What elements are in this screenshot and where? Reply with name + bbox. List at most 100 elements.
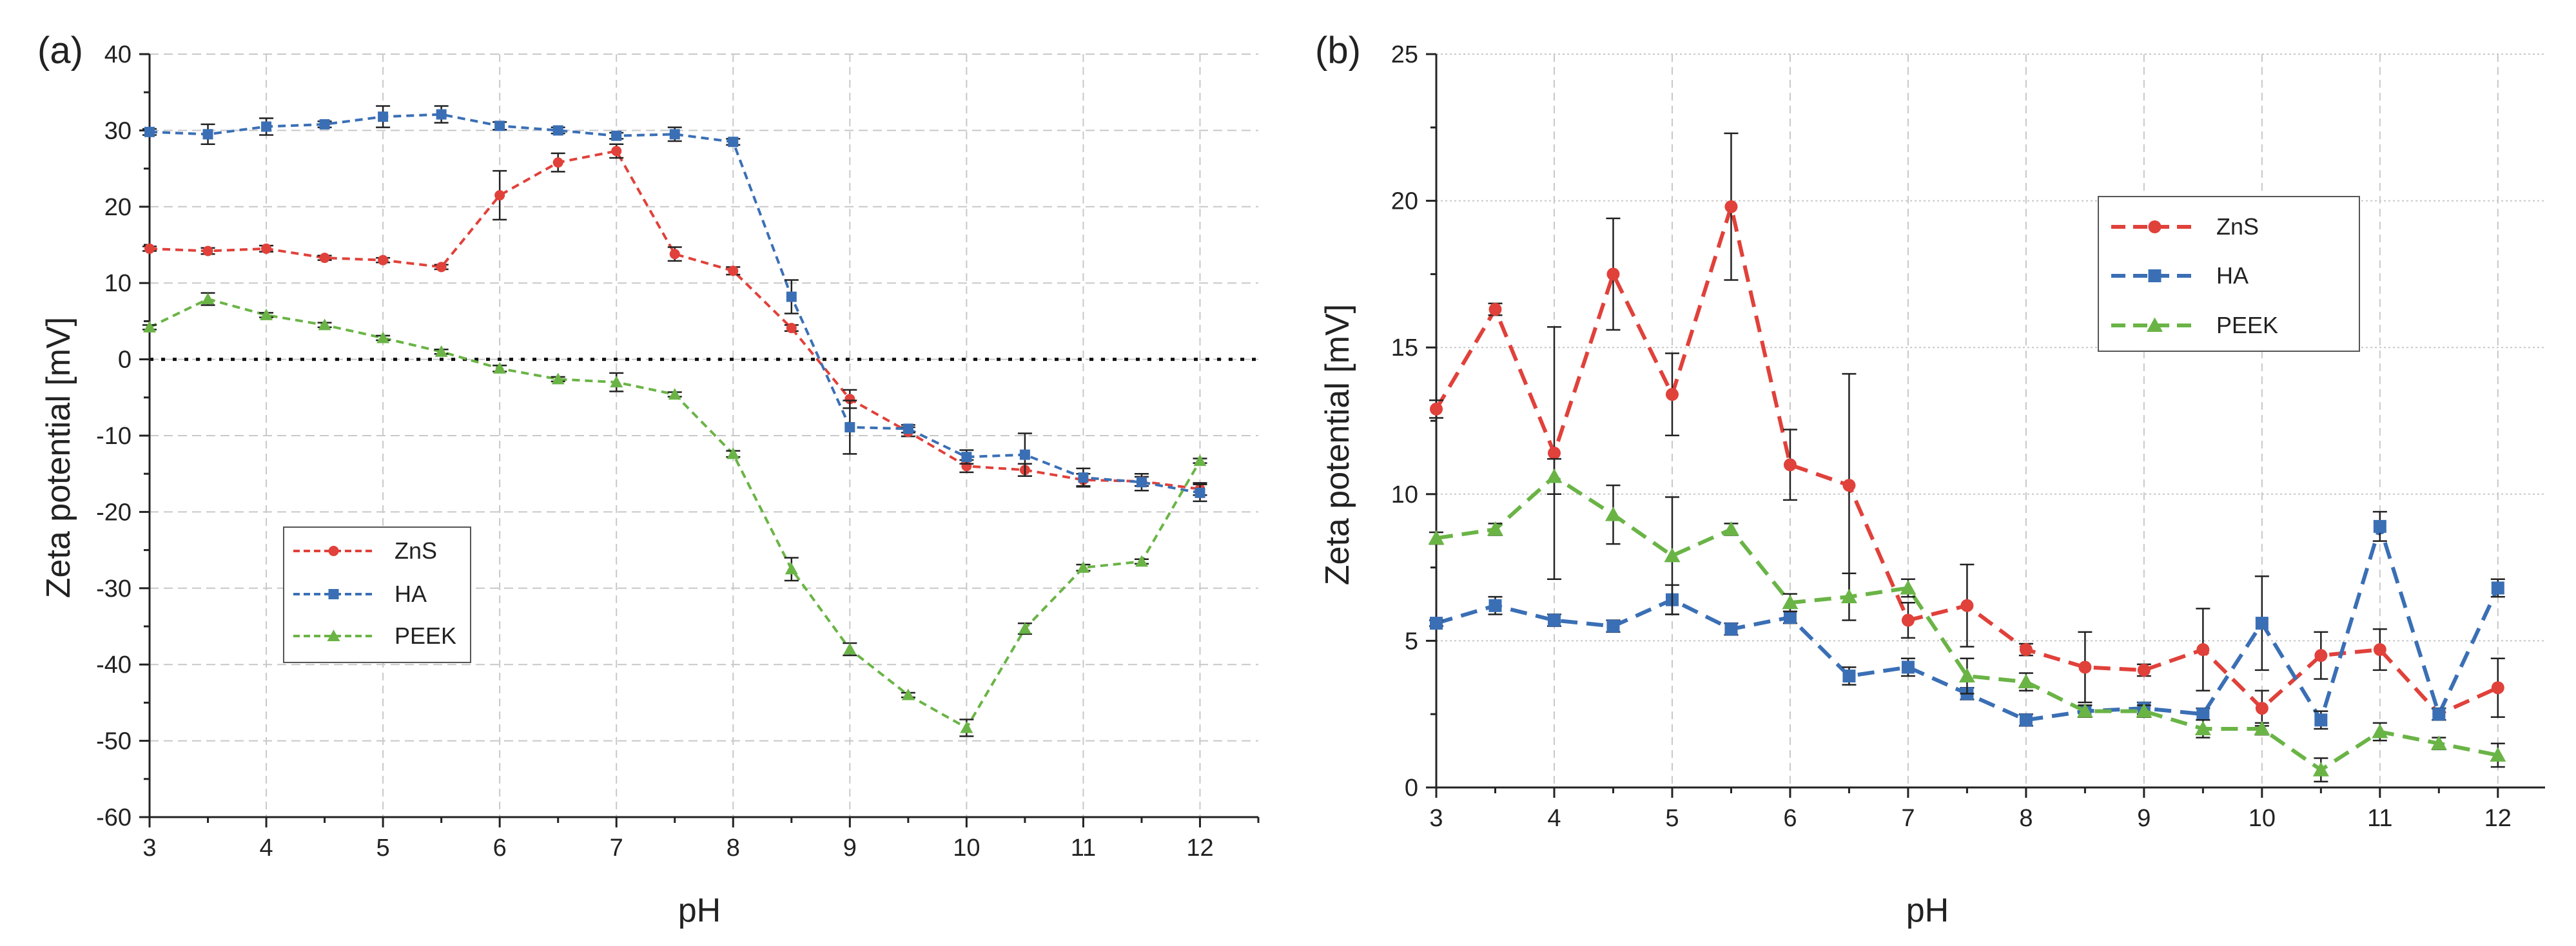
panel-a-xtick-label-10: 10 [953,835,980,862]
panel-a-peek-point-7 [551,372,565,385]
panel-a-legend-marker-zns [328,546,339,556]
panel-b-ha-point-10 [2019,713,2033,727]
panel-a-peek-point-4 [376,331,390,343]
panel-a-legend-label-ha: HA [395,581,427,607]
panel-a-zns-point-2 [261,243,272,254]
panel-b-ytick-label-20: 20 [1391,188,1418,215]
panel-b-peek-point-10 [2018,673,2034,689]
panel-a-ha-point-14 [961,452,972,463]
panel-a-peek-point-9 [668,388,681,400]
panel-b-xlabel: pH [1906,892,1949,929]
panel-a-xlabel: pH [678,892,721,929]
panel-a-xtick-label-5: 5 [376,835,390,862]
panel-a-tick-labels: 3 4 5 6 7 8 9 10 11 12 -60 -50 -40 -30 -20 -10 0 10 20 30 40 [96,41,1214,862]
panel-b-zns-point-7 [1842,479,1856,492]
panel-a-ha-point-3 [319,119,330,130]
panel-b-peek-point-8 [1900,579,1917,595]
panel-a-peek-point-18 [1193,454,1207,467]
panel-b-xtick-label-10: 10 [2249,805,2276,832]
panel-b-zns-point-2 [1547,447,1561,460]
panel-a-ytick-label-0: 0 [118,347,132,374]
panel-a-legend-label-zns: ZnS [395,537,437,564]
panel-a-label: (a) [37,30,83,72]
panel-b-peek-point-5 [1722,521,1739,536]
panel-a-xtick-label-8: 8 [727,835,740,862]
panel-b-ha-point-5 [1724,623,1738,636]
panel-a-xtick-label-12: 12 [1186,835,1213,862]
panel-a-xtick-label-3: 3 [142,835,156,862]
panel-b-peek-point-16 [2372,724,2388,738]
panel-b-xtick-label-4: 4 [1547,805,1561,832]
panel-b-label: (b) [1315,30,1361,72]
panel-a-zns-point-1 [202,246,213,256]
panel-a-ha-point-7 [552,125,563,136]
panel-a-ha-point-17 [1136,477,1147,488]
panel-a: (a) 3 4 5 6 7 8 9 10 11 12 -60 -50 -40 -30 -20 -10 0 10 20… [37,30,1260,929]
panel-b-zns-point-6 [1783,458,1797,472]
panel-b-zns-series [1429,132,2505,727]
panel-a-ha-point-11 [786,291,797,302]
panel-b-zns-point-8 [1901,613,1915,627]
panel-b-ha-point-17 [2432,708,2446,721]
panel-b-peek-point-2 [1546,468,1563,483]
panel-a-peek-point-16 [1077,561,1090,573]
panel-a-zns-point-6 [494,190,505,201]
panel-a-zns-point-4 [378,255,389,265]
panel-b-peek-point-4 [1664,547,1681,563]
panel-a-grid [150,53,1258,817]
panel-a-peek-point-17 [1135,555,1148,567]
panel-a-zns-point-9 [669,249,680,260]
panel-a-ytick-label--40: -40 [96,652,132,679]
panel-a-peek-point-12 [843,642,857,655]
panel-a-peek-point-14 [960,721,973,733]
panel-b-xtick-label-3: 3 [1429,805,1443,832]
panel-a-ha-point-4 [378,111,389,122]
panel-b-ha-point-0 [1430,617,1443,630]
panel-a-zns-line [149,150,1200,490]
panel-a-peek-point-6 [493,362,507,374]
panel-a-ha-point-15 [1019,449,1030,460]
panel-a-xtick-label-9: 9 [843,835,857,862]
panel-b-zns-point-13 [2196,643,2210,657]
panel-b-ha-point-13 [2196,708,2210,721]
panel-a-zns-point-0 [144,243,155,254]
panel-a-peek-point-5 [434,345,448,357]
panel-a-ha-point-1 [202,129,213,140]
panel-b-ha-point-1 [1488,599,1502,612]
panel-b-ylabel: Zeta potential [mV] [1319,304,1356,585]
panel-b-legend-marker-peek [2147,317,2163,332]
panel-b-peek-point-6 [1782,594,1799,610]
panel-b-peek-point-3 [1605,507,1621,521]
panel-b-legend-label-peek: PEEK [2216,312,2278,338]
panel-b-zns-point-5 [1724,200,1738,213]
panel-a-peek-series [142,292,1207,737]
panel-b-ha-point-15 [2314,713,2328,727]
panel-b-ha-point-7 [1842,670,1856,683]
panel-b-zns-point-4 [1665,388,1679,401]
panel-b-xtick-label-6: 6 [1783,805,1797,832]
panel-a-zns-point-5 [436,262,447,273]
panel-b-ha-point-2 [1547,613,1561,627]
panel-a-peek-point-3 [318,318,331,331]
panel-b-zns-point-3 [1606,267,1620,281]
panel-a-ha-point-5 [436,109,447,120]
panel-b-zns-point-14 [2255,702,2269,715]
panel-b-zns-point-9 [1960,599,1974,612]
panel-a-peek-point-11 [785,563,798,575]
panel-b-legend-marker-ha [2148,269,2161,282]
panel-a-ha-point-18 [1195,487,1205,498]
panel-b-ytick-label-25: 25 [1391,41,1418,68]
panel-b-ha-point-14 [2255,617,2269,630]
panel-b-peek-point-15 [2312,762,2329,777]
panel-b: (b) 3 4 5 6 7 8 9 10 11 12 0 5 10 15 20 25 pH Zeta pote… [1315,30,2545,929]
panel-a-peek-point-0 [143,320,156,333]
panel-b-peek-point-1 [1487,521,1503,536]
panel-a-ha-point-13 [903,423,913,434]
panel-a-zns-point-3 [319,253,330,264]
panel-a-legend: ZnS HA PEEK [283,526,471,663]
panel-a-ytick-label-10: 10 [104,270,132,297]
panel-b-legend-label-zns: ZnS [2216,213,2259,240]
panel-b-xtick-label-5: 5 [1665,805,1679,832]
panel-b-zns-point-16 [2373,643,2386,657]
